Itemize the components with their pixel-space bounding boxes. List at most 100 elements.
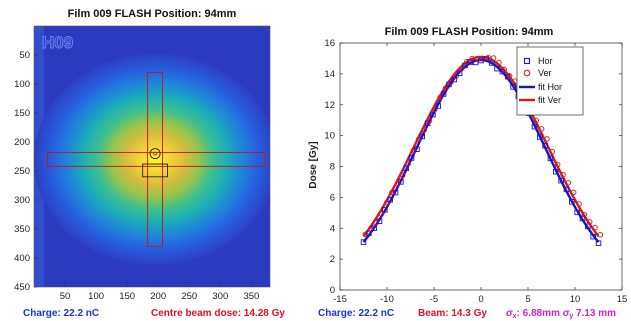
point-hor [366, 230, 372, 237]
point-hor [371, 225, 377, 231]
point-hor [537, 134, 543, 140]
point-ver [592, 224, 598, 231]
point-ver [485, 54, 491, 61]
point-hor [360, 239, 367, 245]
point-hor [403, 165, 409, 172]
left-x-tick-label: 350 [243, 291, 259, 302]
roi-centre-dot [153, 151, 158, 156]
point-ver [426, 118, 433, 124]
point-hor [553, 168, 559, 175]
point-hor [376, 218, 383, 225]
left-axis-ticks: 50 100 150 200 250 300 350 50 100 150 200 250 300 350… [14, 50, 259, 302]
point-hor [569, 199, 575, 205]
point-hor [558, 177, 564, 184]
point-ver [458, 65, 465, 72]
point-ver [453, 73, 459, 79]
point-hor [595, 240, 602, 246]
right-footer-charge: Charge: 22.2 nC [318, 308, 394, 319]
legend-label-ver: Ver [538, 68, 552, 78]
left-x-tick-label: 150 [119, 291, 135, 302]
legend-marker-hor [523, 57, 531, 65]
point-ver [421, 127, 427, 133]
right-y-tick-label: 12 [324, 100, 335, 111]
point-hor [547, 155, 554, 162]
right-y-tick-label: 8 [330, 162, 335, 173]
point-ver [378, 211, 385, 217]
left-x-tick-label: 200 [150, 291, 166, 302]
right-x-tick-label: 5 [525, 294, 530, 305]
sigma-y-value: 7.13 mm [573, 308, 616, 319]
right-y-tick-label: 4 [330, 223, 335, 234]
point-ver [581, 211, 588, 218]
roi-centre-circle [149, 148, 161, 160]
point-ver [490, 55, 497, 61]
point-hor [590, 233, 596, 240]
point-hor [440, 91, 447, 97]
point-ver [442, 85, 449, 92]
point-hor [382, 207, 388, 213]
point-ver [554, 161, 561, 168]
point-hor [494, 65, 500, 72]
point-ver [506, 73, 513, 79]
right-footer-beam: Beam: 14.3 Gy [418, 308, 487, 319]
right-x-tick-label: 0 [478, 294, 483, 305]
point-ver [400, 172, 406, 179]
point-ver [383, 200, 390, 206]
point-hor [398, 179, 404, 185]
right-footer-sigma: σx: 6.88mm σy 7.13 mm [506, 308, 616, 320]
point-ver [597, 232, 604, 238]
legend-label-fit-hor: fit Hor [538, 82, 562, 92]
film-marking: H09 [42, 33, 73, 52]
roi-centre-box [142, 163, 168, 178]
right-y-tick-label: 2 [330, 254, 335, 265]
left-x-tick-label: 300 [212, 291, 228, 302]
point-ver [437, 94, 443, 101]
point-hor [510, 84, 516, 90]
right-y-tick-label: 14 [324, 69, 335, 80]
point-ver [560, 171, 566, 178]
point-hor [414, 146, 420, 152]
point-hor [387, 197, 393, 203]
point-ver [496, 59, 502, 66]
left-chart-title: Film 009 FLASH Position: 94mm [68, 8, 237, 20]
point-ver [576, 201, 582, 207]
sigma-y-subscript: y [569, 313, 573, 320]
point-ver [362, 231, 369, 238]
point-ver [367, 225, 374, 232]
point-hor [456, 70, 463, 77]
left-axes-frame [33, 25, 271, 288]
data-points [360, 54, 604, 246]
left-footer-dose: Centre beam dose: 14.28 Gy [151, 308, 285, 319]
point-ver [410, 147, 417, 154]
right-x-tick-label: -15 [333, 294, 347, 305]
film-image: H09 [34, 26, 270, 287]
point-hor [408, 155, 415, 161]
left-y-tick-label: 400 [14, 253, 30, 264]
legend-label-hor: Hor [538, 56, 553, 66]
legend-label-fit-ver: fit Ver [538, 95, 561, 105]
point-ver [432, 106, 438, 113]
left-footer-charge: Charge: 22.2 nC [23, 308, 99, 319]
point-hor [435, 103, 442, 109]
point-ver [373, 220, 379, 226]
left-y-tick-label: 350 [14, 224, 30, 235]
point-hor [392, 189, 399, 196]
left-y-tick-label: 300 [14, 195, 30, 206]
point-hor [430, 111, 436, 118]
point-hor [488, 60, 495, 66]
right-axis-ticks: -15 -10 -5 0 5 10 15 0 2 4 6 8 10 12 14 16 [324, 38, 627, 305]
right-y-tick-label: 0 [330, 285, 335, 296]
left-x-tick-label: 100 [88, 291, 104, 302]
point-ver [533, 117, 540, 124]
sigma-x-subscript: x [513, 313, 517, 320]
left-y-tick-label: 200 [14, 137, 30, 148]
point-ver [448, 79, 454, 86]
point-hor [531, 123, 538, 130]
right-chart-title: Film 009 FLASH Position: 94mm [385, 26, 554, 38]
left-y-tick-label: 100 [14, 79, 30, 90]
point-ver [480, 55, 486, 62]
point-hor [574, 209, 580, 216]
right-y-tick-label: 10 [324, 131, 335, 142]
